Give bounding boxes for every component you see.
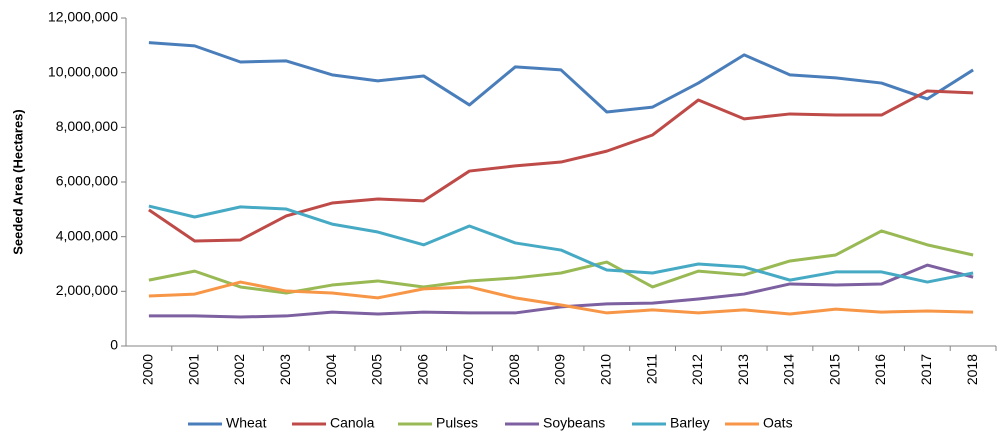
legend-label: Barley xyxy=(670,415,710,431)
series-line xyxy=(148,89,974,243)
series-line xyxy=(148,204,974,284)
x-tick-label: 2018 xyxy=(964,354,980,385)
series-line xyxy=(148,263,974,319)
x-tick-label: 2012 xyxy=(689,354,705,385)
x-tick-label: 2000 xyxy=(140,354,156,385)
x-tick-label: 2001 xyxy=(185,354,201,385)
legend-label: Canola xyxy=(330,415,375,431)
x-tick-label: 2008 xyxy=(506,354,522,385)
legend-label: Soybeans xyxy=(543,415,605,431)
y-tick-label: 12,000,000 xyxy=(48,9,118,25)
series-line xyxy=(148,41,974,114)
x-tick-label: 2002 xyxy=(231,354,247,385)
x-tick-label: 2017 xyxy=(918,354,934,385)
x-tick-label: 2011 xyxy=(643,354,659,384)
x-tick-label: 2004 xyxy=(323,354,339,385)
x-tick-label: 2013 xyxy=(735,354,751,385)
x-tick-label: 2003 xyxy=(277,354,293,385)
series-line xyxy=(148,229,974,295)
y-tick-label: 8,000,000 xyxy=(56,118,118,134)
x-tick-label: 2007 xyxy=(460,354,476,385)
series-line xyxy=(148,280,974,316)
x-tick-label: 2006 xyxy=(414,354,430,385)
x-tick-label: 2016 xyxy=(872,354,888,385)
legend-label: Wheat xyxy=(226,415,267,431)
y-tick-label: 6,000,000 xyxy=(56,173,118,189)
x-tick-label: 2010 xyxy=(597,354,613,385)
legend-label: Oats xyxy=(763,415,793,431)
x-tick-label: 2014 xyxy=(781,354,797,385)
x-tick-label: 2015 xyxy=(826,354,842,385)
x-tick-label: 2005 xyxy=(369,354,385,385)
y-tick-label: 4,000,000 xyxy=(56,227,118,243)
y-tick-label: 10,000,000 xyxy=(48,63,118,79)
y-tick-label: 2,000,000 xyxy=(56,282,118,298)
y-axis-title: Seeded Area (Hectares) xyxy=(10,109,25,254)
y-tick-label: 0 xyxy=(110,337,118,353)
legend-label: Pulses xyxy=(436,415,478,431)
x-tick-label: 2009 xyxy=(552,354,568,385)
